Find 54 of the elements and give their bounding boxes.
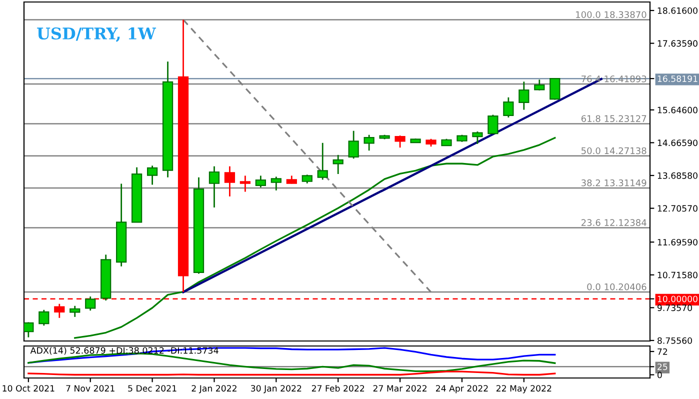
y-tick-label: 16.58191 [658, 75, 698, 82]
y-tick-label: 14.66590 [658, 140, 698, 146]
y-tick-label: 15.64600 [658, 106, 698, 114]
candlestick [394, 134, 406, 148]
candlestick [24, 322, 34, 338]
y-tick-label: 72 [658, 348, 668, 355]
candlestick [240, 174, 251, 192]
candlestick [550, 78, 560, 100]
y-tick-label: 18.61600 [658, 7, 698, 14]
candlestick [38, 309, 50, 326]
y-tick-label: 8.75560 [658, 337, 692, 344]
y-tick-label: 11.69590 [658, 238, 698, 246]
y-tick-label: 12.70570 [658, 205, 698, 212]
x-tick-label: 22 May 2022 [496, 385, 552, 394]
y-tick-label: 0 [658, 372, 662, 378]
x-tick-label: 2 Jan 2022 [192, 385, 236, 394]
x-tick-label: 24 Apr 2022 [436, 385, 488, 394]
candlestick [146, 164, 158, 186]
y-tick-label: 25 [658, 364, 668, 370]
candlestick [472, 130, 483, 145]
candlestick [348, 130, 359, 160]
ref-line-label: 61.8 15.23127 [581, 115, 646, 122]
ref-line-label: 0.0 10.20406 [587, 283, 646, 290]
candlestick [255, 174, 266, 188]
candlestick [270, 176, 282, 192]
ref-line-label: 38.2 13.31149 [582, 179, 646, 186]
candlestick [208, 166, 220, 208]
x-tick-label: 5 Dec 2021 [128, 385, 176, 392]
candlestick [534, 78, 545, 92]
y-tick-label: 9.73570 [657, 304, 692, 312]
x-tick-label: 27 Mar 2022 [373, 385, 426, 392]
y-tick-label: 17.63590 [658, 40, 698, 47]
candlestick [85, 296, 96, 312]
line-series [74, 137, 556, 339]
y-tick-label: 10.00000 [658, 296, 698, 302]
candlestick [332, 154, 344, 175]
x-tick-label: 7 Nov 2021 [66, 385, 114, 392]
text: USD/TRY, 1W [37, 27, 156, 42]
ref-line-label: 23.6 12.12384 [581, 219, 646, 226]
candlestick [54, 303, 65, 319]
y-tick-label: 13.68580 [658, 172, 698, 179]
x-tick-label: 10 Oct 2021 [2, 385, 54, 392]
candlestick [364, 134, 374, 152]
y-tick-label: 10.71580 [658, 272, 698, 278]
candlestick [488, 114, 498, 134]
candlestick [317, 142, 328, 180]
candlestick [518, 80, 530, 110]
candlestick [70, 305, 80, 318]
x-tick-label: 30 Jan 2022 [251, 385, 302, 394]
x-tick-label: 27 Feb 2022 [312, 384, 364, 392]
ref-line-label: 100.0 18.33870 [576, 11, 646, 18]
ref-line-label: 50.0 14.27138 [582, 147, 646, 154]
candlestick [503, 96, 514, 118]
candlestick [224, 166, 236, 198]
